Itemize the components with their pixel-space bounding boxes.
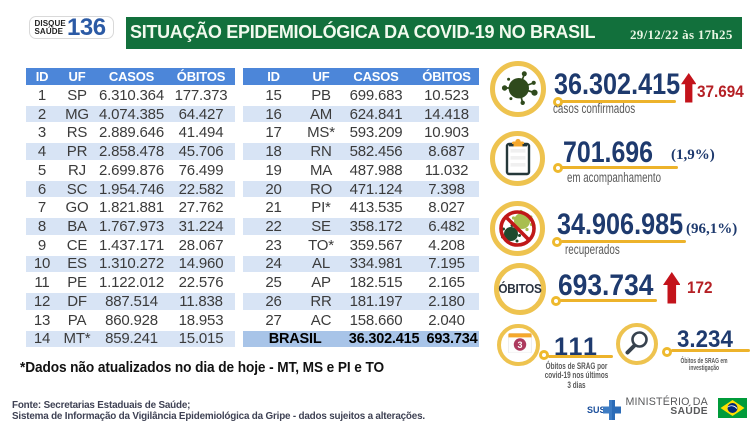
svg-text:3: 3 xyxy=(518,339,523,349)
